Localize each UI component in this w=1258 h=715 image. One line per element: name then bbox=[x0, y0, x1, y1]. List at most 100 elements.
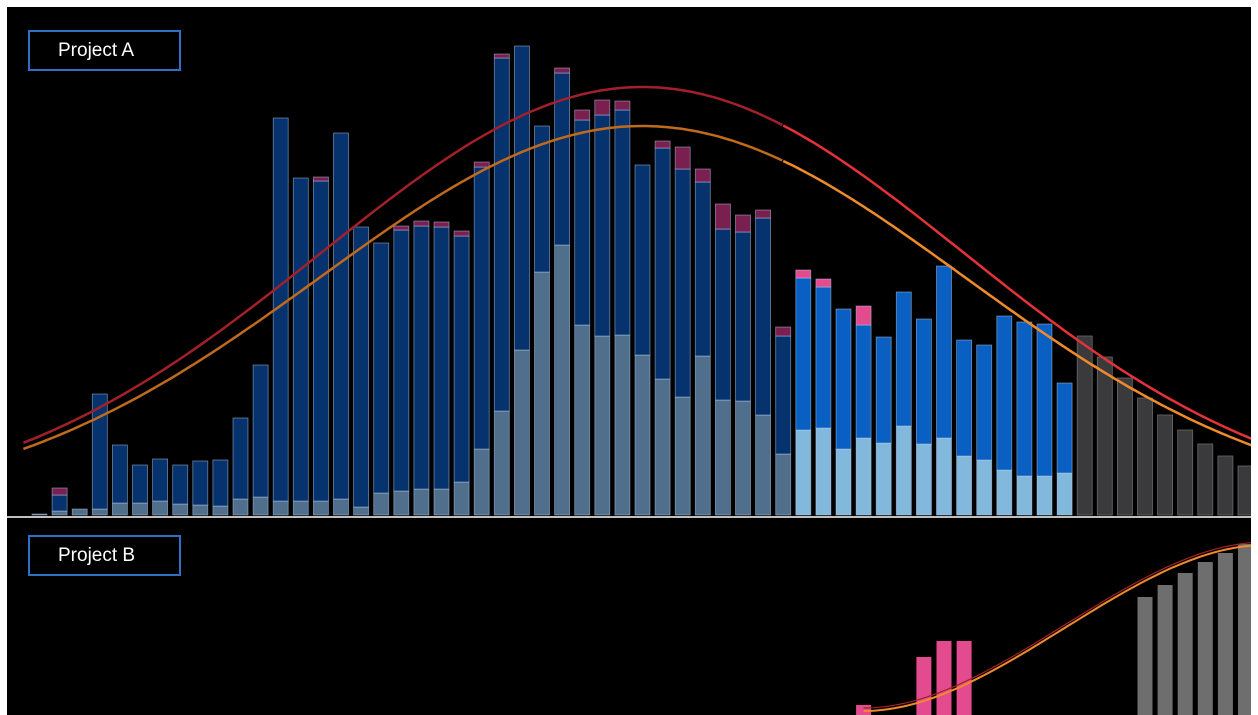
bar-a-1-mid bbox=[51, 494, 68, 512]
bar-a-34-mid bbox=[715, 228, 731, 401]
bar-a-19-top bbox=[413, 220, 430, 227]
bar-a-41-top bbox=[855, 305, 872, 326]
bar-a-20-top bbox=[433, 221, 450, 228]
bar-a-31-base bbox=[654, 378, 671, 516]
bar-a-56-base bbox=[1157, 414, 1173, 516]
bar-a-19-base bbox=[413, 488, 430, 516]
bar-a-10-base bbox=[232, 498, 249, 516]
bar-a-47-mid bbox=[976, 344, 993, 461]
bar-a-29-top bbox=[614, 100, 631, 111]
bar-b-4 bbox=[1137, 597, 1153, 715]
bar-a-52-base bbox=[1076, 335, 1093, 516]
bar-a-20-mid bbox=[433, 226, 450, 490]
bar-a-8-base bbox=[192, 504, 209, 516]
bar-a-35-mid bbox=[735, 231, 751, 402]
bar-a-11-base bbox=[252, 496, 269, 516]
bar-a-37-top bbox=[775, 326, 792, 337]
bar-a-43-base bbox=[895, 425, 912, 516]
panel-b-bars bbox=[856, 544, 1251, 715]
bar-a-33-top bbox=[694, 168, 711, 183]
bar-a-27-base bbox=[574, 324, 591, 516]
bar-a-28-top bbox=[594, 99, 611, 116]
bar-a-40-base bbox=[835, 448, 852, 516]
bar-a-14-base bbox=[312, 500, 329, 516]
curve-orange-forecast bbox=[782, 159, 1251, 447]
bar-a-6-base bbox=[152, 500, 169, 516]
bar-a-39-base bbox=[815, 427, 832, 516]
bar-a-21-mid bbox=[453, 235, 470, 483]
bar-a-1-top bbox=[51, 487, 68, 496]
bar-a-53-base bbox=[1096, 356, 1113, 516]
bar-a-13-base bbox=[292, 500, 309, 516]
bar-a-15-base bbox=[333, 498, 349, 516]
bar-a-33-mid bbox=[694, 181, 711, 357]
bar-a-17-base bbox=[373, 492, 390, 516]
bar-a-47-base bbox=[976, 459, 993, 516]
bar-a-36-top bbox=[755, 209, 771, 219]
bar-b-3 bbox=[956, 641, 972, 715]
bar-a-3-base bbox=[91, 508, 108, 516]
bar-a-39-mid bbox=[815, 286, 832, 429]
bar-a-14-top bbox=[312, 176, 329, 182]
bar-a-60-base bbox=[1237, 465, 1251, 516]
bar-a-41-base bbox=[855, 437, 872, 516]
bar-b-1 bbox=[916, 657, 932, 715]
bar-a-58-base bbox=[1197, 443, 1214, 516]
bar-a-14-mid bbox=[312, 180, 329, 502]
curve-b-red bbox=[863, 542, 1251, 709]
bar-a-55-base bbox=[1137, 397, 1153, 516]
bar-a-16-mid bbox=[353, 226, 370, 508]
bar-a-22-top bbox=[473, 161, 490, 168]
bar-a-29-base bbox=[614, 334, 631, 516]
bar-a-38-top bbox=[795, 269, 812, 279]
bar-a-24-mid bbox=[513, 45, 530, 351]
project-a-label: Project A bbox=[28, 30, 181, 71]
chart-svg bbox=[7, 45, 1251, 715]
bar-a-2-base bbox=[71, 508, 88, 516]
bar-a-40-mid bbox=[835, 308, 852, 450]
bar-a-50-mid bbox=[1036, 323, 1053, 477]
curve-red-past bbox=[22, 85, 783, 444]
bar-a-44-base bbox=[916, 443, 932, 516]
bar-a-34-base bbox=[715, 399, 731, 516]
bar-a-49-base bbox=[1016, 475, 1033, 516]
bar-a-38-base bbox=[795, 429, 812, 516]
bar-a-23-top bbox=[493, 53, 510, 59]
bar-a-13-mid bbox=[292, 177, 309, 502]
bar-a-23-base bbox=[493, 410, 510, 516]
bar-a-54-base bbox=[1117, 377, 1133, 516]
bar-a-26-base bbox=[554, 244, 570, 516]
bar-a-44-mid bbox=[916, 318, 932, 445]
bar-a-34-top bbox=[715, 203, 731, 230]
bar-a-10-mid bbox=[232, 417, 249, 500]
bar-a-8-mid bbox=[192, 460, 209, 506]
bar-a-50-base bbox=[1036, 475, 1053, 516]
bar-a-4-mid bbox=[112, 444, 128, 504]
bar-a-46-base bbox=[956, 455, 972, 516]
bar-a-28-base bbox=[594, 335, 611, 516]
bar-a-51-mid bbox=[1056, 382, 1073, 474]
curve-red-forecast bbox=[782, 124, 1251, 440]
panel-a-curves bbox=[22, 85, 1251, 451]
bar-a-11-mid bbox=[252, 364, 269, 498]
bar-a-12-base bbox=[272, 500, 289, 516]
bar-a-37-base bbox=[775, 453, 792, 516]
bar-a-22-mid bbox=[473, 166, 490, 450]
bar-a-48-base bbox=[996, 469, 1013, 516]
bar-a-36-base bbox=[755, 414, 771, 516]
bar-b-5 bbox=[1157, 585, 1173, 715]
bar-a-9-mid bbox=[212, 459, 229, 507]
curve-b-orange bbox=[863, 544, 1251, 712]
bar-a-7-base bbox=[172, 503, 189, 516]
bar-a-16-base bbox=[353, 506, 370, 516]
bar-a-22-base bbox=[473, 448, 490, 516]
bar-a-24-base bbox=[513, 349, 530, 516]
bar-a-35-top bbox=[735, 214, 751, 233]
bar-a-35-base bbox=[735, 400, 751, 516]
bar-a-48-mid bbox=[996, 315, 1013, 471]
bar-a-49-mid bbox=[1016, 321, 1033, 477]
bar-a-5-base bbox=[132, 502, 148, 516]
bar-a-27-top bbox=[574, 109, 591, 121]
bar-a-18-base bbox=[393, 490, 410, 516]
bar-a-17-mid bbox=[373, 242, 390, 494]
